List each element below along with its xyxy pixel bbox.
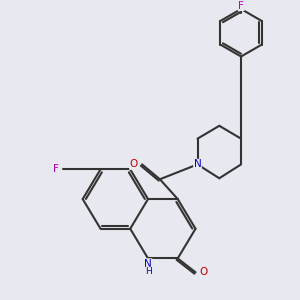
- Text: N: N: [194, 159, 201, 170]
- Text: H: H: [145, 267, 152, 276]
- Text: O: O: [130, 159, 138, 170]
- Text: O: O: [200, 267, 208, 277]
- Text: F: F: [238, 1, 244, 10]
- Text: N: N: [144, 259, 152, 269]
- Text: F: F: [52, 164, 59, 174]
